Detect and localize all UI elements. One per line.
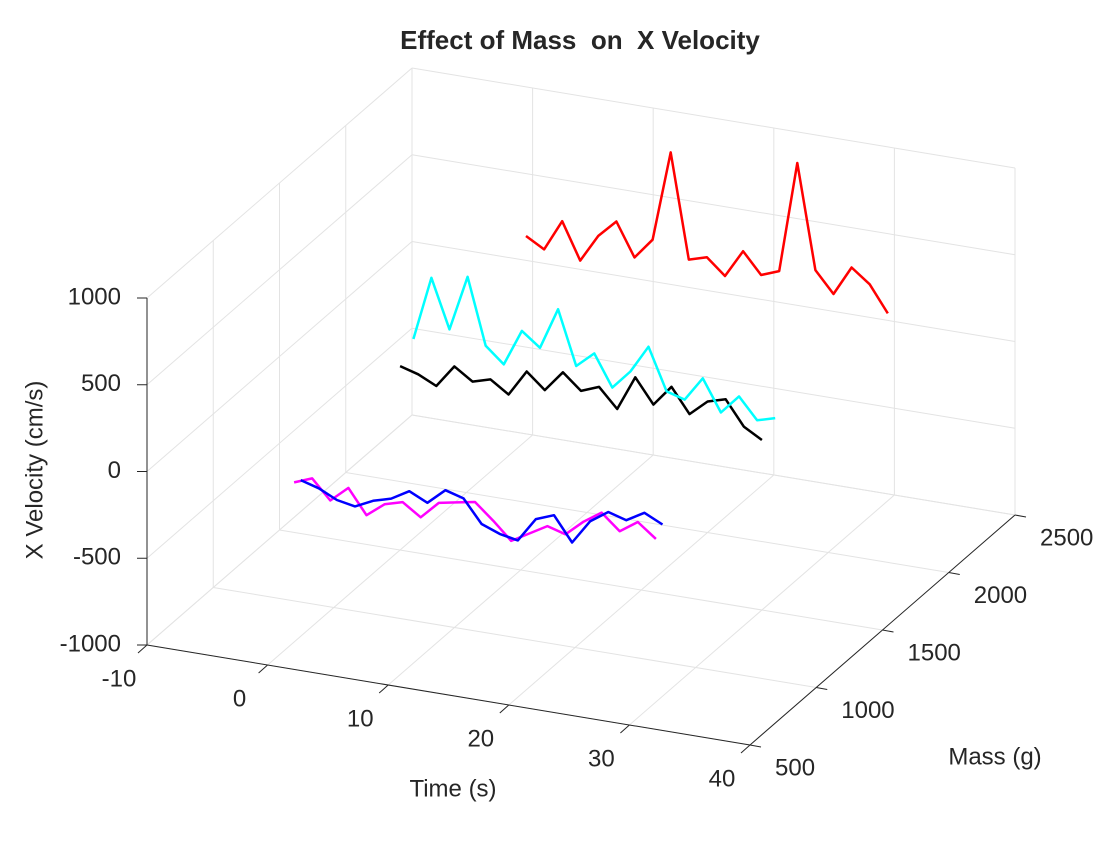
tick-mark bbox=[1014, 514, 1027, 518]
z-tick-label: -500 bbox=[73, 544, 121, 571]
grid-line bbox=[279, 529, 883, 631]
grid-line bbox=[345, 472, 949, 573]
x-tick-label: 10 bbox=[347, 705, 374, 732]
z-tick-label: 500 bbox=[81, 370, 121, 397]
grid-line bbox=[411, 154, 1016, 256]
series-line bbox=[399, 364, 763, 442]
x-axis-title: Time (s) bbox=[409, 775, 496, 802]
series-line bbox=[412, 275, 776, 422]
y-tick-label: 500 bbox=[775, 754, 815, 781]
x-tick-label: 20 bbox=[467, 725, 494, 752]
tick-mark bbox=[882, 629, 894, 633]
x-tick-label: 30 bbox=[588, 745, 615, 772]
tick-mark bbox=[499, 704, 510, 714]
y-tick-label: 2500 bbox=[1040, 524, 1093, 551]
y-tick-label: 2000 bbox=[974, 582, 1027, 609]
grid-line bbox=[411, 67, 1016, 169]
x-tick-label: -10 bbox=[102, 665, 137, 692]
grid-line bbox=[411, 241, 1016, 342]
grid-line bbox=[146, 67, 413, 299]
series-line bbox=[293, 477, 657, 543]
grid-line bbox=[411, 414, 1016, 516]
grid-line bbox=[146, 241, 413, 472]
y-tick-label: 1500 bbox=[908, 639, 961, 666]
grid-line bbox=[146, 154, 413, 386]
grid-line bbox=[146, 414, 413, 646]
tick-mark bbox=[740, 744, 751, 754]
y-tick-label: 1000 bbox=[841, 697, 894, 724]
x-tick-label: 40 bbox=[709, 765, 736, 792]
series-line bbox=[525, 151, 889, 315]
tick-mark bbox=[258, 664, 268, 674]
series-line bbox=[300, 478, 664, 544]
tick-mark bbox=[816, 687, 828, 690]
tick-mark bbox=[948, 572, 960, 575]
tick-mark bbox=[749, 744, 762, 748]
x-axis bbox=[146, 644, 751, 746]
tick-mark bbox=[620, 724, 630, 734]
tick-mark bbox=[378, 684, 389, 694]
z-axis-title: X Velocity (cm/s) bbox=[21, 381, 48, 560]
y-axis-title: Mass (g) bbox=[948, 743, 1041, 770]
chart-title: Effect of Mass on X Velocity bbox=[400, 25, 760, 55]
grid-line bbox=[411, 327, 1016, 429]
tick-mark bbox=[137, 644, 148, 654]
grid-line bbox=[213, 587, 817, 688]
grid-line bbox=[146, 327, 413, 559]
z-tick-label: 1000 bbox=[68, 283, 121, 310]
z-tick-label: -1000 bbox=[60, 630, 121, 657]
z-tick-label: 0 bbox=[108, 457, 121, 484]
x-tick-label: 0 bbox=[233, 685, 246, 712]
